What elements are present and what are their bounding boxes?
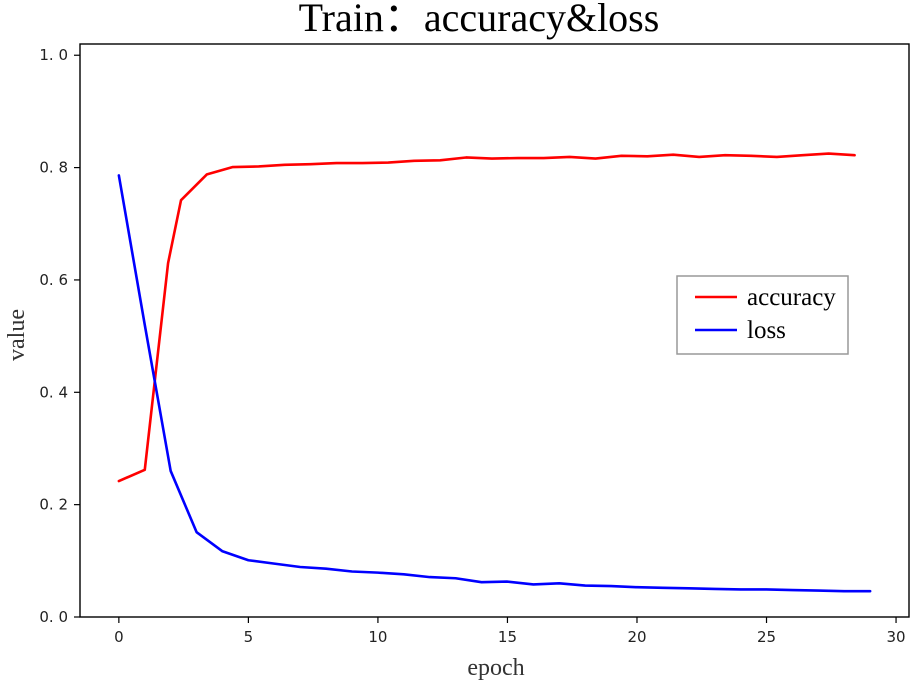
series-line-loss [117,174,872,593]
y-tick-label: 0. 0 [39,608,68,626]
legend-label-accuracy: accuracy [747,284,836,311]
x-tick-label: 25 [757,628,776,646]
y-tick-label: 0. 2 [39,496,68,514]
series-line-accuracy [117,152,856,483]
x-tick-label: 0 [114,628,124,646]
legend-box [676,275,849,355]
legend-label-loss: loss [747,317,786,344]
y-tick-label: 1. 0 [39,46,68,64]
series-layer [117,152,872,593]
x-tick-label: 30 [887,628,906,646]
y-tick-label: 0. 8 [39,159,68,177]
x-tick-label: 15 [498,628,517,646]
plot-area [79,43,910,618]
y-axis-label: value [4,309,30,361]
x-tick-label: 5 [244,628,254,646]
ticks-layer: 0 5 10 15 20 25 30 0. 0 0. 2 0. 4 0. 6 0. 8 1. 0 [39,46,905,646]
x-tick-label: 10 [368,628,387,646]
y-tick-label: 0. 6 [39,271,68,289]
chart-title: Train：accuracy&loss [299,0,660,40]
legend: accuracy loss [676,275,849,355]
x-tick-label: 20 [627,628,646,646]
y-tick-label: 0. 4 [39,383,68,401]
x-axis-label: epoch [467,655,524,681]
